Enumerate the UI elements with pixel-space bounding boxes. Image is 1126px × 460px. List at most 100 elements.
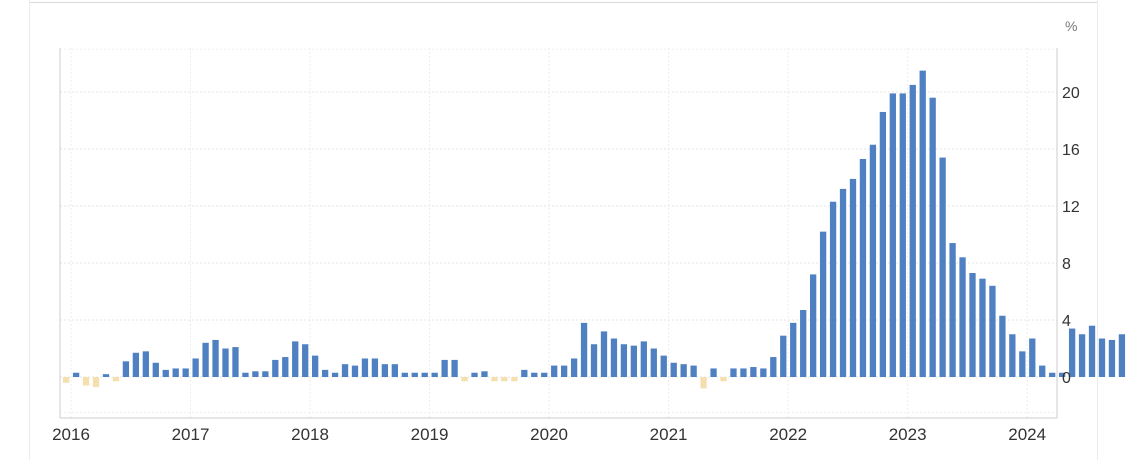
bar-positive[interactable] <box>451 359 458 377</box>
bar-positive[interactable] <box>1118 334 1126 377</box>
bar-positive[interactable] <box>321 369 329 378</box>
bar-positive[interactable] <box>1049 372 1056 377</box>
bar-positive[interactable] <box>272 359 279 377</box>
bar-positive[interactable] <box>162 369 169 378</box>
bar-negative[interactable] <box>112 377 120 382</box>
bar-positive[interactable] <box>212 339 219 377</box>
bar-positive[interactable] <box>959 257 966 377</box>
bar-positive[interactable] <box>192 358 199 378</box>
bar-positive[interactable] <box>780 335 787 377</box>
bar-positive[interactable] <box>999 315 1006 377</box>
bar-positive[interactable] <box>909 84 916 378</box>
bar-positive[interactable] <box>919 70 926 378</box>
bar-positive[interactable] <box>800 310 807 377</box>
bar-positive[interactable] <box>411 372 418 377</box>
bar-negative[interactable] <box>461 377 468 382</box>
bar-positive[interactable] <box>580 322 588 377</box>
bar-positive[interactable] <box>660 355 667 378</box>
bar-positive[interactable] <box>680 364 687 378</box>
bar-positive[interactable] <box>561 365 568 377</box>
bar-negative[interactable] <box>720 377 727 382</box>
bar-positive[interactable] <box>521 369 528 378</box>
bar-positive[interactable] <box>869 144 877 377</box>
bar-positive[interactable] <box>302 344 309 377</box>
bar-positive[interactable] <box>242 372 249 377</box>
bar-positive[interactable] <box>829 201 837 377</box>
bar-negative[interactable] <box>700 377 707 389</box>
bar-positive[interactable] <box>202 342 209 377</box>
bar-positive[interactable] <box>710 368 717 377</box>
bar-positive[interactable] <box>222 348 229 378</box>
bar-positive[interactable] <box>640 341 647 378</box>
bar-positive[interactable] <box>441 359 448 377</box>
bar-positive[interactable] <box>292 341 299 378</box>
bar-positive[interactable] <box>620 344 628 377</box>
bar-positive[interactable] <box>929 97 936 377</box>
bar-positive[interactable] <box>262 371 269 377</box>
bar-positive[interactable] <box>740 368 747 377</box>
bar-positive[interactable] <box>232 347 239 377</box>
bar-positive[interactable] <box>650 348 657 378</box>
bar-positive[interactable] <box>1098 338 1106 377</box>
bar-positive[interactable] <box>979 278 986 378</box>
bar-positive[interactable] <box>670 362 677 377</box>
bar-positive[interactable] <box>341 364 349 378</box>
bar-positive[interactable] <box>1019 351 1026 377</box>
bar-positive[interactable] <box>790 322 797 377</box>
bar-positive[interactable] <box>600 331 608 377</box>
bar-positive[interactable] <box>72 372 80 377</box>
bar-positive[interactable] <box>122 361 130 377</box>
bar-positive[interactable] <box>481 371 488 377</box>
bar-positive[interactable] <box>421 372 428 377</box>
bar-positive[interactable] <box>889 93 896 378</box>
bar-positive[interactable] <box>282 357 289 377</box>
bar-positive[interactable] <box>471 372 478 377</box>
bar-positive[interactable] <box>371 358 379 378</box>
bar-positive[interactable] <box>839 188 847 377</box>
bar-positive[interactable] <box>1078 334 1086 377</box>
bar-positive[interactable] <box>142 351 149 377</box>
bar-positive[interactable] <box>1088 325 1096 377</box>
bar-positive[interactable] <box>381 364 389 378</box>
bar-negative[interactable] <box>82 377 90 386</box>
bar-positive[interactable] <box>760 368 767 377</box>
bar-positive[interactable] <box>1108 339 1116 377</box>
bar-positive[interactable] <box>690 365 697 377</box>
bar-negative[interactable] <box>92 377 100 387</box>
bar-positive[interactable] <box>969 272 976 377</box>
bar-positive[interactable] <box>770 357 777 377</box>
bar-positive[interactable] <box>391 364 398 378</box>
bar-positive[interactable] <box>859 158 867 377</box>
bar-positive[interactable] <box>1029 338 1036 377</box>
bar-positive[interactable] <box>610 338 618 377</box>
bar-positive[interactable] <box>541 372 548 377</box>
bar-positive[interactable] <box>810 274 817 377</box>
bar-negative[interactable] <box>491 377 498 382</box>
bar-positive[interactable] <box>182 368 189 377</box>
bar-positive[interactable] <box>152 362 159 377</box>
bar-positive[interactable] <box>949 243 956 377</box>
bar-positive[interactable] <box>849 178 857 377</box>
bar-positive[interactable] <box>551 365 558 377</box>
bar-negative[interactable] <box>501 377 508 382</box>
bar-negative[interactable] <box>63 377 70 383</box>
bar-positive[interactable] <box>570 358 578 378</box>
bar-positive[interactable] <box>361 358 369 378</box>
bar-positive[interactable] <box>252 371 259 377</box>
bar-positive[interactable] <box>939 157 946 377</box>
bar-positive[interactable] <box>590 344 598 377</box>
bar-positive[interactable] <box>431 372 438 377</box>
bar-positive[interactable] <box>989 285 996 377</box>
bar-negative[interactable] <box>511 377 518 382</box>
bar-positive[interactable] <box>132 352 140 377</box>
bar-positive[interactable] <box>1039 365 1046 377</box>
bar-positive[interactable] <box>1059 372 1066 377</box>
bar-positive[interactable] <box>730 368 737 377</box>
bar-positive[interactable] <box>312 355 319 378</box>
bar-positive[interactable] <box>331 372 339 377</box>
bar-positive[interactable] <box>630 345 638 377</box>
bar-positive[interactable] <box>879 111 887 377</box>
bar-positive[interactable] <box>401 372 408 377</box>
bar-positive[interactable] <box>899 93 906 378</box>
bar-positive[interactable] <box>1068 328 1076 377</box>
